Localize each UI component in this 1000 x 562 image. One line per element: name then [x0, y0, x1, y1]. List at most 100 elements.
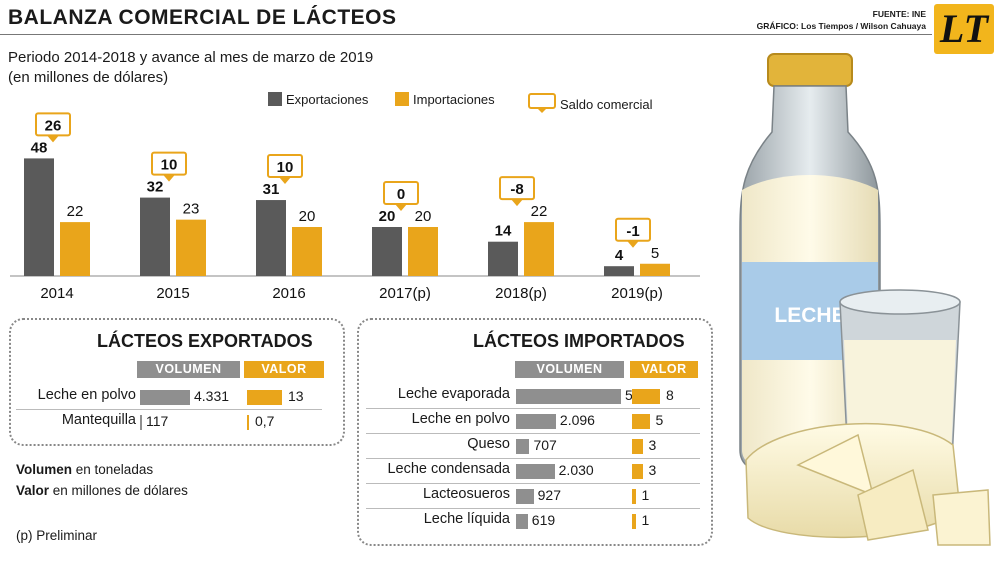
- volume-bar: [516, 414, 556, 429]
- volume-value: 117: [146, 413, 169, 429]
- bar-imports: [408, 227, 438, 276]
- bar-exports: [488, 241, 518, 276]
- volume-value: 619: [531, 512, 556, 528]
- volume-value: 2.096: [559, 412, 595, 428]
- x-tick-label: 2019(p): [611, 285, 663, 302]
- balance-callout-pointer: [47, 135, 59, 143]
- header-divider: [0, 34, 932, 35]
- bar-exports: [604, 266, 634, 276]
- volume-value: 4.331: [194, 388, 230, 404]
- note-value-bold: Valor: [16, 483, 50, 498]
- value-bar: [632, 414, 650, 429]
- label-exports-value: 32: [147, 179, 164, 196]
- legend-exports-label: Exportaciones: [286, 92, 369, 107]
- imports-table-title: LÁCTEOS IMPORTADOS: [473, 331, 685, 351]
- balance-callout-pointer: [395, 204, 407, 211]
- trade-balance-chart: 48 22 2014 26 32 23 2015 10 31 20 2016 10 20 20 2017(p…: [10, 112, 700, 302]
- balance-callout-pointer: [511, 199, 523, 207]
- label-exports-value: 31: [263, 181, 280, 198]
- value-bar: [247, 415, 249, 430]
- x-tick-label: 2015: [156, 285, 189, 302]
- newspaper-logo: LT: [934, 4, 994, 54]
- label-imports-value: 22: [67, 203, 84, 220]
- bar-imports: [640, 263, 670, 276]
- row-separator: [366, 458, 700, 459]
- value-bar: [632, 464, 643, 479]
- value-bar: [632, 514, 636, 529]
- volume-bar: [516, 514, 528, 529]
- subtitle-period: Periodo 2014-2018 y avance al mes de mar…: [8, 49, 374, 66]
- balance-value: 10: [277, 159, 294, 176]
- value-value: 8: [666, 387, 674, 403]
- row-separator: [366, 433, 700, 434]
- imports-value-header: VALOR: [630, 361, 698, 378]
- balance-callout-pointer: [279, 177, 291, 185]
- exports-volume-header: VOLUMEN: [137, 361, 240, 378]
- x-tick-label: 2018(p): [495, 285, 547, 302]
- imports-volume-header: VOLUMEN: [515, 361, 624, 378]
- bar-imports: [176, 219, 206, 276]
- legend-exports: Exportaciones: [268, 92, 368, 107]
- label-exports-value: 20: [379, 208, 396, 225]
- row-separator: [16, 409, 322, 410]
- note-value: Valor en millones de dólares: [16, 483, 188, 498]
- bottle-label: LECHE: [774, 304, 845, 327]
- value-value: 3: [648, 462, 657, 478]
- legend-balance: Saldo comercial: [527, 92, 653, 114]
- volume-value: 2.030: [558, 462, 594, 478]
- value-value: 5: [655, 412, 664, 428]
- exports-table-box: [9, 318, 345, 446]
- row-separator: [366, 483, 700, 484]
- value-value: 3: [648, 437, 657, 453]
- legend-exports-swatch: [268, 92, 282, 106]
- volume-value: 927: [537, 487, 561, 503]
- value-value: 1: [641, 512, 650, 528]
- value-value: 1: [641, 487, 650, 503]
- label-imports-value: 22: [531, 203, 548, 220]
- value-bar: [632, 389, 660, 404]
- legend-balance-label: Saldo comercial: [560, 97, 653, 112]
- volume-bar: [516, 464, 555, 479]
- label-exports-value: 4: [615, 247, 624, 264]
- note-volume-bold: Volumen: [16, 462, 73, 477]
- balance-value: -8: [510, 181, 523, 198]
- row-label: Leche en polvo: [37, 387, 136, 403]
- row-label: Leche líquida: [423, 511, 510, 527]
- bar-exports: [256, 200, 286, 276]
- credits: FUENTE: INE GRÁFICO: Los Tiempos / Wilso…: [757, 8, 926, 32]
- dairy-illustration: LECHE: [739, 53, 991, 546]
- x-tick-label: 2016: [272, 285, 305, 302]
- legend-balance-swatch: [528, 93, 556, 113]
- volume-bar: [140, 390, 190, 405]
- legend-imports-label: Importaciones: [413, 92, 495, 107]
- row-separator: [366, 508, 700, 509]
- x-tick-label: 2017(p): [379, 285, 431, 302]
- row-label: Mantequilla: [61, 412, 136, 428]
- note-value-rest: en millones de dólares: [49, 483, 188, 498]
- volume-bar: [516, 489, 534, 504]
- note-preliminary: (p) Preliminar: [16, 528, 98, 543]
- balance-value: -1: [626, 223, 639, 240]
- label-exports-value: 48: [31, 139, 48, 156]
- credit-text: GRÁFICO: Los Tiempos / Wilson Cahuaya: [756, 21, 926, 31]
- source-text: FUENTE: INE: [872, 9, 926, 19]
- value-value: 13: [288, 388, 304, 404]
- value-bar: [247, 390, 282, 405]
- imports-table-box: [357, 318, 713, 546]
- balance-callout-pointer: [627, 240, 639, 248]
- balance-value: 10: [161, 157, 178, 174]
- note-volume: Volumen en toneladas: [16, 462, 153, 477]
- bar-exports: [24, 158, 54, 276]
- volume-bar: [140, 415, 142, 430]
- bar-imports: [524, 222, 554, 276]
- legend-imports-swatch: [395, 92, 409, 106]
- balance-value: 26: [45, 117, 62, 134]
- page-title: BALANZA COMERCIAL DE LÁCTEOS: [8, 6, 397, 29]
- row-label: Leche evaporada: [397, 386, 510, 402]
- subtitle-units: (en millones de dólares): [8, 69, 169, 86]
- row-label: Lacteosueros: [422, 486, 510, 502]
- volume-value: 707: [533, 437, 557, 453]
- row-label: Leche condensada: [387, 461, 510, 477]
- exports-table-title: LÁCTEOS EXPORTADOS: [97, 331, 313, 351]
- balance-callout-pointer: [163, 174, 175, 182]
